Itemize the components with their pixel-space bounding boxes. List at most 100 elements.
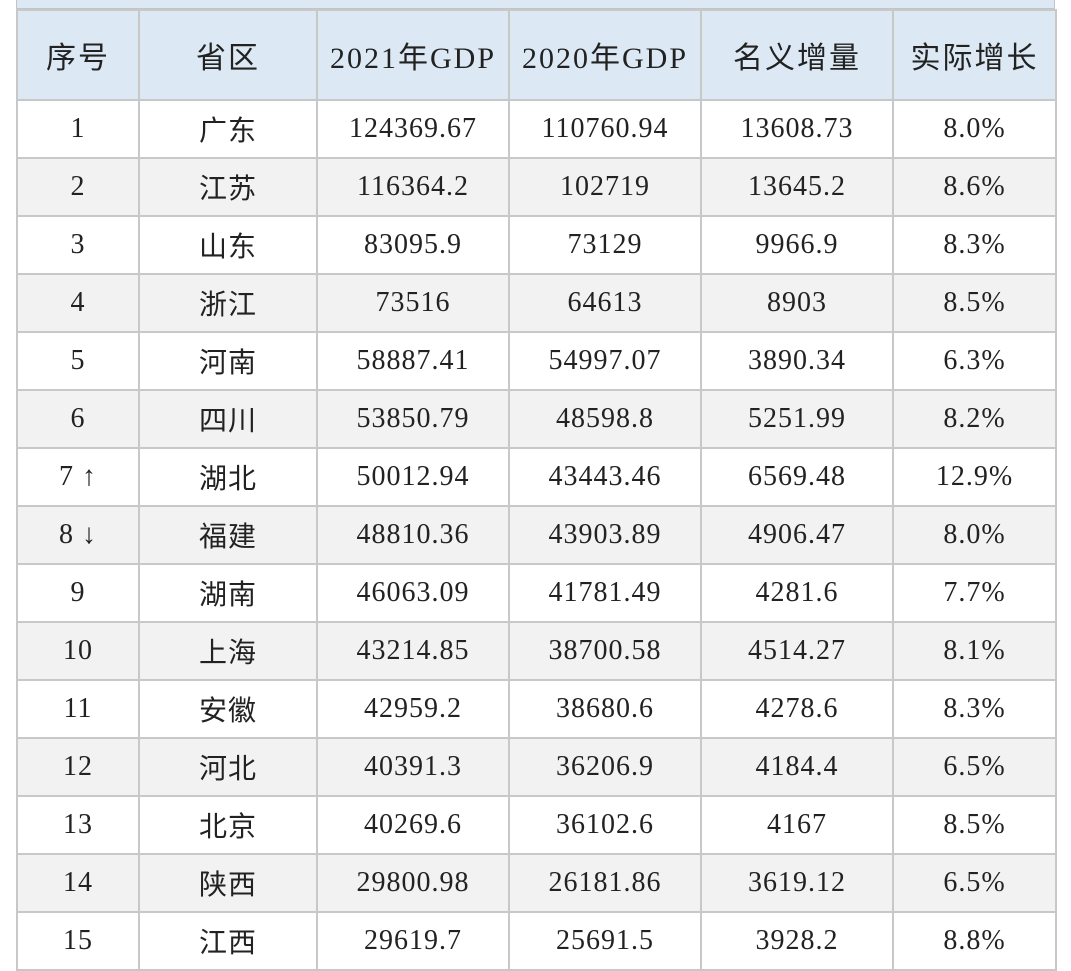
gdp-2020-cell-text: 73129 xyxy=(567,229,643,260)
gdp-2021-cell-text: 124369.67 xyxy=(349,113,477,144)
gdp-2020-cell-text: 64613 xyxy=(567,287,643,318)
increment-cell: 5251.99 xyxy=(700,389,894,449)
gdp-2021-cell-text: 46063.09 xyxy=(356,577,470,608)
gdp-2021-cell: 50012.94 xyxy=(316,447,510,507)
rank-cell: 8 ↓ xyxy=(16,505,140,565)
rank-cell-text: 3 xyxy=(70,229,86,260)
increment-cell-text: 3619.12 xyxy=(748,867,846,898)
increment-cell: 3890.34 xyxy=(700,331,894,391)
rank-cell: 9 xyxy=(16,563,140,623)
arrow-down-icon: ↓ xyxy=(82,519,97,550)
table-row: 10 上海 43214.85 38700.58 4514.27 8.1% xyxy=(16,621,1057,681)
province-cell: 上海 xyxy=(138,621,318,681)
gdp-2020-cell-text: 54997.07 xyxy=(548,345,662,376)
gdp-2021-cell-text: 40269.6 xyxy=(364,809,462,840)
increment-cell: 13608.73 xyxy=(700,99,894,159)
gdp-2020-cell-text: 110760.94 xyxy=(541,113,669,144)
province-cell-text: 广东 xyxy=(198,116,257,147)
province-cell: 河南 xyxy=(138,331,318,391)
growth-cell: 7.7% xyxy=(892,563,1057,623)
gdp-2020-cell: 110760.94 xyxy=(508,99,702,159)
rank-cell-text: 13 xyxy=(63,809,93,840)
increment-cell: 4906.47 xyxy=(700,505,894,565)
gdp-2020-cell: 38700.58 xyxy=(508,621,702,681)
province-cell-text: 湖北 xyxy=(198,464,257,495)
gdp-2021-cell-text: 40391.3 xyxy=(364,751,462,782)
province-cell: 陕西 xyxy=(138,853,318,913)
gdp-2021-cell-text: 53850.79 xyxy=(356,403,470,434)
gdp-2020-cell-text: 36206.9 xyxy=(556,751,654,782)
growth-cell-text: 8.5% xyxy=(943,287,1006,318)
province-cell-text: 北京 xyxy=(198,812,257,843)
table-row: 14 陕西 29800.98 26181.86 3619.12 6.5% xyxy=(16,853,1057,913)
growth-cell-text: 6.3% xyxy=(943,345,1006,376)
gdp-table: 序号 省区 2021年GDP 2020年GDP 名义增量 实际增长 1 广东 124… xyxy=(16,9,1057,971)
rank-cell-text: 8 xyxy=(59,519,74,550)
rank-cell: 12 xyxy=(16,737,140,797)
gdp-2021-cell: 40391.3 xyxy=(316,737,510,797)
province-cell-text: 湖南 xyxy=(198,580,257,611)
gdp-2020-cell: 64613 xyxy=(508,273,702,333)
table-row: 6 四川 53850.79 48598.8 5251.99 8.2% xyxy=(16,389,1057,449)
increment-cell-text: 4167 xyxy=(767,809,827,840)
gdp-2021-cell: 124369.67 xyxy=(316,99,510,159)
increment-cell-text: 5251.99 xyxy=(748,403,846,434)
gdp-2021-cell: 53850.79 xyxy=(316,389,510,449)
growth-cell: 8.1% xyxy=(892,621,1057,681)
growth-cell: 8.0% xyxy=(892,505,1057,565)
gdp-2021-cell: 46063.09 xyxy=(316,563,510,623)
gdp-2021-cell-text: 58887.41 xyxy=(356,345,470,376)
gdp-2020-cell: 36102.6 xyxy=(508,795,702,855)
increment-cell-text: 4281.6 xyxy=(755,577,839,608)
increment-cell: 3619.12 xyxy=(700,853,894,913)
rank-cell-text: 9 xyxy=(70,577,86,608)
increment-cell-text: 4906.47 xyxy=(748,519,846,550)
growth-cell: 8.3% xyxy=(892,679,1057,739)
rank-cell: 4 xyxy=(16,273,140,333)
province-cell: 江苏 xyxy=(138,157,318,217)
province-cell-text: 浙江 xyxy=(198,290,257,321)
province-cell: 安徽 xyxy=(138,679,318,739)
gdp-2021-cell: 43214.85 xyxy=(316,621,510,681)
gdp-2020-cell-text: 38700.58 xyxy=(548,635,662,666)
gdp-2020-cell: 36206.9 xyxy=(508,737,702,797)
rank-cell: 10 xyxy=(16,621,140,681)
growth-cell: 8.0% xyxy=(892,99,1057,159)
growth-cell-text: 7.7% xyxy=(943,577,1006,608)
increment-cell: 4167 xyxy=(700,795,894,855)
gdp-2021-cell: 83095.9 xyxy=(316,215,510,275)
growth-cell: 8.8% xyxy=(892,911,1057,971)
growth-cell-text: 8.0% xyxy=(943,113,1006,144)
growth-cell-text: 8.8% xyxy=(943,925,1006,956)
gdp-2021-cell: 116364.2 xyxy=(316,157,510,217)
rank-cell: 11 xyxy=(16,679,140,739)
increment-cell: 4281.6 xyxy=(700,563,894,623)
growth-cell-text: 8.1% xyxy=(943,635,1006,666)
increment-cell: 4278.6 xyxy=(700,679,894,739)
growth-cell-text: 12.9% xyxy=(935,461,1014,492)
increment-cell-text: 13645.2 xyxy=(748,171,846,202)
arrow-up-icon: ↑ xyxy=(82,461,97,492)
header-province: 省区 xyxy=(138,9,318,101)
table-row: 13 北京 40269.6 36102.6 4167 8.5% xyxy=(16,795,1057,855)
province-cell: 湖北 xyxy=(138,447,318,507)
province-cell-text: 上海 xyxy=(198,638,257,669)
province-cell-text: 四川 xyxy=(198,406,257,437)
gdp-2020-cell-text: 48598.8 xyxy=(556,403,654,434)
increment-cell-text: 8903 xyxy=(767,287,827,318)
rank-cell-text: 7 xyxy=(59,461,74,492)
province-cell: 江西 xyxy=(138,911,318,971)
gdp-2021-cell-text: 50012.94 xyxy=(356,461,470,492)
table-row: 5 河南 58887.41 54997.07 3890.34 6.3% xyxy=(16,331,1057,391)
increment-cell-text: 4514.27 xyxy=(748,635,846,666)
province-cell-text: 江苏 xyxy=(198,174,257,205)
table-row: 15 江西 29619.7 25691.5 3928.2 8.8% xyxy=(16,911,1057,971)
growth-cell: 8.5% xyxy=(892,273,1057,333)
gdp-2020-cell-text: 102719 xyxy=(560,171,650,202)
gdp-2021-cell-text: 116364.2 xyxy=(357,171,469,202)
table-row: 7 ↑ 湖北 50012.94 43443.46 6569.48 12.9% xyxy=(16,447,1057,507)
increment-cell-text: 13608.73 xyxy=(740,113,854,144)
province-cell-text: 福建 xyxy=(198,522,257,553)
table-row: 9 湖南 46063.09 41781.49 4281.6 7.7% xyxy=(16,563,1057,623)
increment-cell-text: 4184.4 xyxy=(755,751,839,782)
